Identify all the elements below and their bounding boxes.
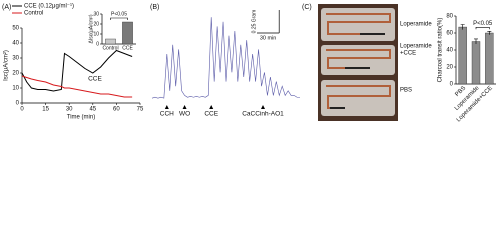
y-tick-label: 0 bbox=[16, 101, 20, 107]
panel-label: (C) bbox=[302, 4, 312, 11]
legend-label: CCE (0.12μg/ml⁻¹) bbox=[24, 4, 74, 10]
event-label: CaCCinh-AO1 bbox=[242, 111, 284, 118]
scale-bar-label: 30 min bbox=[260, 35, 277, 41]
y-tick-label: 10 bbox=[12, 86, 19, 92]
x-tick-label: Control bbox=[102, 45, 118, 51]
event-marker bbox=[261, 105, 265, 109]
scale-bar-label: 0.25 Gram bbox=[251, 10, 257, 34]
intestine bbox=[326, 13, 391, 35]
figure: (A) (B) (C) Loperamide Loperamide +CCE P… bbox=[2, 4, 496, 123]
line bbox=[21, 75, 133, 98]
y-tick-label: 20 bbox=[12, 71, 19, 77]
panel-label: (A) bbox=[2, 4, 11, 11]
x-axis-label: Time (min) bbox=[67, 115, 95, 121]
photo-label: +CCE bbox=[400, 51, 416, 57]
bar bbox=[485, 32, 494, 85]
x-tick-label: 75 bbox=[137, 107, 144, 113]
event-marker bbox=[209, 105, 214, 109]
event-marker bbox=[182, 105, 187, 109]
y-tick-label: 60 bbox=[446, 31, 453, 37]
annotation: CCE bbox=[88, 76, 102, 83]
y-tick-label: 30 bbox=[12, 56, 19, 62]
significance-label: P<0.05 bbox=[473, 21, 493, 27]
photo-label: PBS bbox=[400, 88, 412, 94]
event-marker bbox=[164, 105, 169, 109]
y-tick-label: 20 bbox=[93, 21, 99, 27]
y-tick-label: 40 bbox=[12, 41, 19, 47]
x-tick-label: 15 bbox=[42, 107, 49, 113]
significance-label: P<0.05 bbox=[111, 11, 127, 17]
y-tick-label: 30 bbox=[93, 11, 99, 17]
y-tick-label: 0 bbox=[450, 82, 454, 88]
event-label: CCH bbox=[160, 111, 174, 118]
photo bbox=[318, 4, 398, 121]
y-axis-label: ΔIsc(μA/cm²) bbox=[88, 14, 94, 43]
significance-bracket bbox=[475, 27, 490, 30]
line bbox=[21, 49, 133, 92]
y-tick-label: 20 bbox=[446, 65, 453, 71]
legend-label: Control bbox=[24, 11, 43, 17]
y-tick-label: 80 bbox=[446, 14, 453, 20]
x-tick-label: 0 bbox=[20, 107, 24, 113]
x-tick-label: 45 bbox=[89, 107, 96, 113]
bar bbox=[105, 38, 116, 45]
y-tick-label: 50 bbox=[12, 26, 19, 32]
bar bbox=[122, 21, 133, 45]
y-axis-label: Isc(μA/cm²) bbox=[4, 50, 10, 81]
y-tick-label: 10 bbox=[93, 31, 99, 37]
intestine bbox=[326, 49, 391, 69]
y-axis-label: Charcoal transit ratio(%) bbox=[438, 18, 444, 83]
x-tick-label: CCE bbox=[122, 45, 133, 51]
y-tick-label: 40 bbox=[446, 48, 453, 54]
event-label: CCE bbox=[204, 111, 218, 118]
y-tick-label: 0 bbox=[96, 41, 99, 47]
panel-label: (B) bbox=[150, 4, 159, 11]
x-tick-label: 60 bbox=[113, 107, 120, 113]
x-tick-label: 30 bbox=[66, 107, 73, 113]
error-bar bbox=[487, 31, 492, 35]
line bbox=[151, 17, 300, 99]
bar bbox=[458, 26, 467, 85]
bar bbox=[471, 41, 481, 85]
photo-label: Loperamide bbox=[400, 22, 432, 28]
significance-bracket bbox=[110, 17, 128, 20]
event-label: WO bbox=[179, 111, 190, 118]
photo-label: Loperamide bbox=[400, 44, 432, 50]
charcoal bbox=[330, 33, 385, 109]
tray bbox=[321, 8, 395, 41]
error-bar bbox=[460, 24, 465, 30]
error-bar bbox=[474, 38, 478, 45]
